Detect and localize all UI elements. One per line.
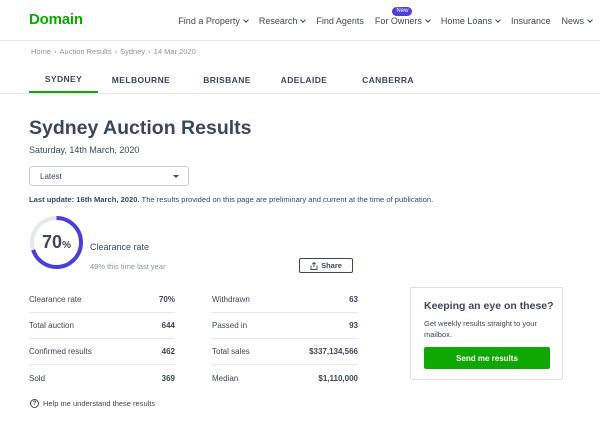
domain-logo[interactable]: Domain — [29, 11, 83, 28]
header-divider — [0, 40, 600, 41]
nav-label: Find a Property — [178, 16, 240, 26]
stat-label: Sold — [29, 373, 46, 383]
ring-progress — [30, 216, 83, 269]
help-label: Help me understand these results — [43, 399, 156, 408]
clearance-rate-label: Clearance rate — [90, 242, 150, 252]
clearance-last-year: 49% this time last year — [90, 262, 166, 271]
stat-value: 93 — [349, 321, 358, 330]
tabs-divider — [0, 93, 600, 94]
nav-label: For Owners — [374, 16, 422, 26]
auction-date: Saturday, 14th March, 2020 — [29, 145, 140, 155]
breadcrumb-home[interactable]: Home — [31, 47, 52, 56]
breadcrumb: Home › Auction Results › Sydney › 14 Mar 2020 — [31, 47, 196, 56]
breadcrumb-separator: › — [54, 47, 57, 56]
new-badge: New — [392, 7, 413, 16]
chevron-down-icon — [495, 16, 501, 23]
send-me-results-button[interactable]: Send me results — [424, 347, 550, 369]
card-text: Get weekly results straight to your mail… — [424, 319, 537, 339]
city-tabs: SYDNEY MELBOURNE BRISBANE ADELAIDE CANBE… — [29, 67, 438, 93]
nav-insurance[interactable]: Insurance — [511, 16, 551, 26]
share-label: Share — [321, 261, 342, 270]
nav-home-loans[interactable]: Home Loans — [440, 16, 501, 26]
breadcrumb-separator: › — [114, 47, 118, 56]
nav-label: Find Agents — [316, 16, 364, 26]
chevron-down-icon — [587, 16, 593, 23]
tab-canberra[interactable]: CANBERRA — [362, 75, 414, 85]
breadcrumb-sydney[interactable]: Sydney — [120, 47, 146, 56]
stat-label: Median — [212, 373, 239, 383]
clearance-rate-value: 70% — [29, 232, 84, 253]
chevron-down-icon — [300, 16, 307, 23]
chevron-down-icon — [425, 16, 431, 23]
stat-label: Total auction — [29, 321, 74, 330]
nav-for-owners[interactable]: New For Owners — [374, 7, 431, 26]
stats-table-right: Withdrawn 63 Passed in 93 Total sales $337,… — [212, 287, 358, 391]
tab-melbourne[interactable]: MELBOURNE — [111, 75, 171, 85]
subscribe-card: Keeping an eye on these? Get weekly resu… — [410, 287, 563, 380]
chevron-down-icon — [243, 16, 249, 23]
share-button[interactable]: Share — [299, 258, 353, 273]
table-row: Clearance rate 70% — [29, 287, 175, 313]
table-row: Passed in 93 — [212, 313, 358, 339]
nav-label: News — [561, 16, 584, 26]
help-link[interactable]: ? Help me understand these results — [30, 399, 155, 408]
nav-news[interactable]: News — [561, 16, 593, 26]
table-row: Total sales $337,134,566 — [212, 339, 358, 365]
table-row: Withdrawn 63 — [212, 287, 358, 313]
clearance-number: 70 — [42, 232, 63, 252]
results-select[interactable]: Latest — [29, 166, 189, 186]
breadcrumb-separator: › — [148, 47, 151, 56]
stat-label: Passed in — [212, 321, 248, 330]
last-update-text: The results provided on this page are pr… — [139, 195, 434, 204]
select-value: Latest — [40, 171, 62, 181]
main-nav: Find a Property Research Find Agents New… — [178, 7, 593, 26]
stat-value: $337,134,566 — [309, 347, 358, 356]
clearance-rate-ring — [30, 216, 83, 269]
table-row: Total auction 644 — [29, 313, 175, 339]
last-update-date: Last update: 16th March, 2020. — [29, 195, 140, 204]
stat-label: Total sales — [212, 347, 250, 356]
nav-find-a-property[interactable]: Find a Property — [178, 16, 249, 26]
breadcrumb-current: 14 Mar 2020 — [153, 47, 196, 56]
nav-research[interactable]: Research — [258, 16, 307, 26]
tab-brisbane[interactable]: BRISBANE — [203, 75, 251, 85]
nav-label: Insurance — [510, 16, 551, 26]
table-row: Median $1,110,000 — [212, 365, 358, 391]
table-row: Confirmed results 462 — [29, 339, 175, 365]
stat-label: Withdrawn — [212, 295, 250, 304]
clearance-unit: % — [62, 240, 71, 251]
question-icon: ? — [30, 399, 39, 408]
stat-label: Clearance rate — [29, 295, 82, 304]
stat-label: Confirmed results — [29, 347, 92, 356]
breadcrumb-auction-results[interactable]: Auction Results — [59, 47, 112, 56]
last-update-note: Last update: 16th March, 2020. The resul… — [29, 195, 433, 204]
stat-value: 462 — [161, 347, 175, 356]
stat-value: 70% — [158, 295, 175, 304]
stat-value: $1,110,000 — [318, 373, 358, 383]
stat-value: 63 — [349, 295, 358, 304]
stat-value: 644 — [161, 321, 175, 330]
nav-label: Home Loans — [440, 16, 492, 26]
nav-label: Research — [258, 16, 298, 26]
stat-value: 369 — [161, 373, 175, 383]
page-title: Sydney Auction Results — [29, 117, 252, 139]
caret-down-icon — [173, 175, 179, 178]
share-icon — [310, 261, 318, 270]
card-title: Keeping an eye on these? — [424, 300, 554, 312]
tab-adelaide[interactable]: ADELAIDE — [280, 75, 328, 85]
tab-sydney[interactable]: SYDNEY — [29, 67, 98, 93]
nav-find-agents[interactable]: Find Agents — [316, 16, 364, 26]
stats-table-left: Clearance rate 70% Total auction 644 Confi… — [29, 287, 175, 391]
table-row: Sold 369 — [29, 365, 175, 391]
top-navigation: Domain Find a Property Research Find Age… — [0, 0, 600, 42]
